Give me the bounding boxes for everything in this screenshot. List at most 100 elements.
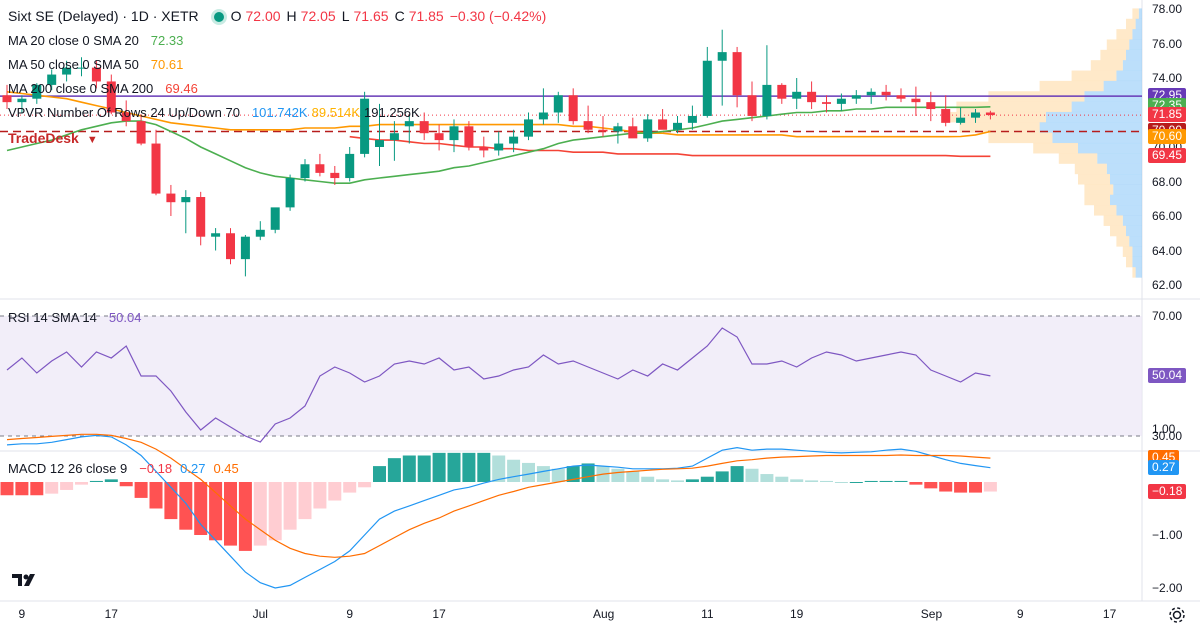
candle-body — [226, 233, 235, 260]
macd-histogram-bar — [685, 479, 699, 482]
candle — [807, 81, 817, 110]
candle-body — [181, 197, 191, 203]
ma50-legend[interactable]: MA 50 close 0 SMA 50 70.61 — [8, 57, 184, 72]
candle-body — [777, 84, 787, 99]
price-axis-tick: 62.00 — [1152, 278, 1183, 292]
price-tag: 71.85 — [1148, 107, 1187, 123]
candle — [166, 184, 176, 216]
macd-histogram-bar — [864, 480, 878, 482]
macd-histogram-bar — [0, 482, 14, 496]
macd-histogram-bar — [775, 476, 789, 482]
vpvr-up-bar — [1116, 236, 1130, 247]
vpvr-down-bar — [1129, 39, 1142, 50]
candle-body — [240, 236, 250, 260]
candle-body — [985, 112, 995, 116]
macd-histogram-bar — [89, 480, 103, 482]
vpvr-down-bar — [1129, 236, 1142, 247]
candle — [956, 107, 966, 125]
candle-body — [538, 112, 548, 120]
macd-histogram-bar — [700, 476, 714, 482]
vpvr-down-bar — [1138, 8, 1142, 19]
time-axis-tick: 9 — [18, 607, 26, 621]
time-axis-tick: Jul — [252, 607, 268, 621]
price-axis-tick: 78.00 — [1152, 2, 1183, 16]
vpvr-up-bar — [1090, 60, 1123, 71]
ma200-legend[interactable]: MA 200 close 0 SMA 200 69.46 — [8, 81, 198, 96]
vpvr-up-bar — [988, 132, 1053, 144]
macd-signal-line — [6, 433, 991, 558]
macd-histogram-bar — [849, 482, 863, 483]
candle — [643, 114, 653, 142]
macd-histogram-bar — [477, 452, 491, 482]
candle-body — [360, 98, 370, 154]
macd-histogram-bar — [298, 482, 312, 520]
macd-histogram-bar — [834, 482, 848, 483]
macd-histogram-bar — [894, 480, 908, 482]
vpvr-up-bar — [1033, 142, 1078, 154]
symbol-title: Sixt SE (Delayed) · 1D · XETR — [8, 8, 199, 24]
macd-legend[interactable]: MACD 12 26 close 9 −0.18 0.27 0.45 — [8, 461, 239, 476]
macd-histogram-bar — [939, 482, 953, 492]
candle-body — [836, 98, 846, 104]
price-axis-tick: 76.00 — [1152, 36, 1183, 51]
symbol-legend[interactable]: Sixt SE (Delayed) · 1D · XETR O 72.00 H 72.0… — [8, 8, 547, 26]
candle — [777, 83, 787, 104]
macd-histogram-bar — [238, 482, 252, 551]
macd-histogram-bar — [715, 471, 729, 482]
candle — [762, 45, 772, 120]
candle — [732, 46, 742, 108]
candle — [47, 69, 57, 91]
candle — [702, 46, 712, 118]
candle — [330, 165, 340, 185]
vpvr-up-bar — [1071, 70, 1117, 82]
candle — [613, 122, 623, 144]
macd-histogram-bar — [641, 476, 655, 482]
candle — [419, 112, 429, 141]
time-axis-tick: 19 — [790, 607, 804, 621]
macd-axis-tick: −1.00 — [1152, 528, 1183, 542]
candle — [285, 174, 295, 211]
candle — [181, 190, 191, 234]
macd-histogram-bar — [134, 482, 148, 498]
candle — [866, 88, 876, 104]
candle — [687, 105, 697, 130]
time-axis-tick: 17 — [432, 607, 446, 621]
candle — [985, 110, 995, 120]
settings-gear-icon[interactable] — [1168, 606, 1186, 624]
ma20-legend[interactable]: MA 20 close 0 SMA 20 72.33 — [8, 33, 184, 48]
rsi-legend[interactable]: RSI 14 SMA 14 50.04 — [8, 310, 142, 325]
vpvr-up-bar — [1132, 267, 1136, 278]
candle — [941, 95, 951, 127]
macd-histogram-bar — [268, 482, 282, 541]
vpvr-down-bar — [1113, 184, 1142, 195]
vpvr-legend[interactable]: VPVR Number Of Rows 24 Up/Down 70 101.742… — [8, 105, 420, 120]
low-value: 71.65 — [353, 8, 389, 24]
candle-body — [449, 126, 459, 141]
macd-histogram-bar — [492, 455, 506, 482]
vpvr-up-bar — [1084, 194, 1110, 206]
candle-body — [732, 52, 742, 96]
vpvr-up-bar — [1122, 246, 1133, 257]
candle-body — [673, 122, 682, 130]
vpvr-down-bar — [1116, 205, 1142, 216]
candle-body — [434, 133, 444, 141]
macd-histogram-bar — [760, 474, 774, 482]
candle — [196, 191, 206, 246]
time-axis-tick: 9 — [1016, 607, 1024, 621]
candle-body — [628, 126, 638, 139]
candle-body — [17, 98, 27, 103]
candle — [896, 88, 906, 103]
candle-body — [464, 126, 474, 147]
candle — [628, 117, 638, 139]
close-value: 71.85 — [408, 8, 444, 24]
macd-histogram-bar — [373, 466, 386, 482]
candle — [717, 29, 727, 106]
open-value: 72.00 — [245, 8, 281, 24]
vpvr-up-bar — [1110, 225, 1126, 237]
vpvr-down-bar — [1078, 142, 1142, 154]
macd-histogram-bar — [432, 452, 446, 482]
macd-histogram-bar — [790, 479, 804, 482]
candle-body — [196, 197, 206, 237]
candle — [151, 129, 161, 196]
